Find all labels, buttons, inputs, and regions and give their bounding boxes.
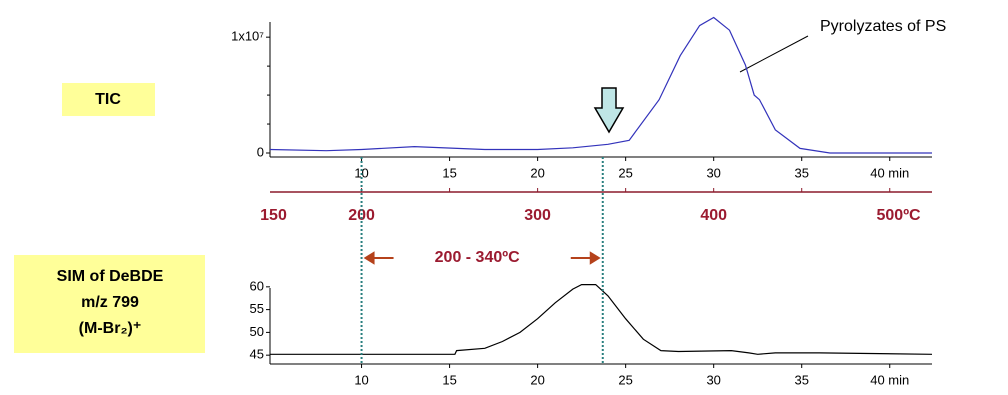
x-tick-label: 15 [442, 372, 456, 387]
y-tick-label: 0 [257, 144, 264, 159]
sim-label: SIM of DeBDE [57, 268, 164, 285]
temperature-label: 200 [348, 207, 375, 224]
temperature-label: 150 [260, 207, 287, 224]
leader-line [739, 35, 809, 73]
x-tick-label: 40 min [870, 372, 909, 387]
sim-label: (M-Br₂)⁺ [79, 320, 142, 337]
tic-label: TIC [95, 91, 121, 108]
x-tick-label: 30 [706, 372, 720, 387]
annotation: Pyrolyzates of PS [820, 18, 946, 35]
x-tick-label: 25 [618, 165, 632, 180]
sim-box [14, 255, 205, 353]
y-tick-label: 1x10⁷ [231, 29, 264, 44]
range-arrow-right [570, 251, 601, 265]
temperature-label: 300 [524, 207, 551, 224]
tic-box [62, 83, 155, 116]
x-tick-label: 25 [618, 372, 632, 387]
y-tick-label: 55 [250, 301, 264, 316]
x-tick-label: 10 [354, 165, 368, 180]
range-arrow-left [363, 251, 394, 265]
x-tick-label: 30 [706, 165, 720, 180]
y-tick-label: 50 [250, 324, 264, 339]
data-line [270, 284, 933, 355]
x-tick-label: 20 [530, 372, 544, 387]
x-tick-label: 20 [530, 165, 544, 180]
y-tick-label: 60 [250, 278, 264, 293]
temperature-label: 400 [700, 207, 727, 224]
y-tick-label: 45 [250, 347, 264, 362]
range-label: 200 - 340ºC [435, 249, 520, 266]
arrow-marker [593, 87, 625, 134]
x-tick-label: 10 [354, 372, 368, 387]
x-tick-label: 15 [442, 165, 456, 180]
temperature-label: 500ºC [877, 207, 922, 224]
x-tick-label: 35 [794, 372, 808, 387]
x-tick-label: 35 [794, 165, 808, 180]
data-line [269, 16, 932, 154]
sim-label: m/z 799 [81, 294, 139, 311]
x-tick-label: 40 min [870, 165, 909, 180]
